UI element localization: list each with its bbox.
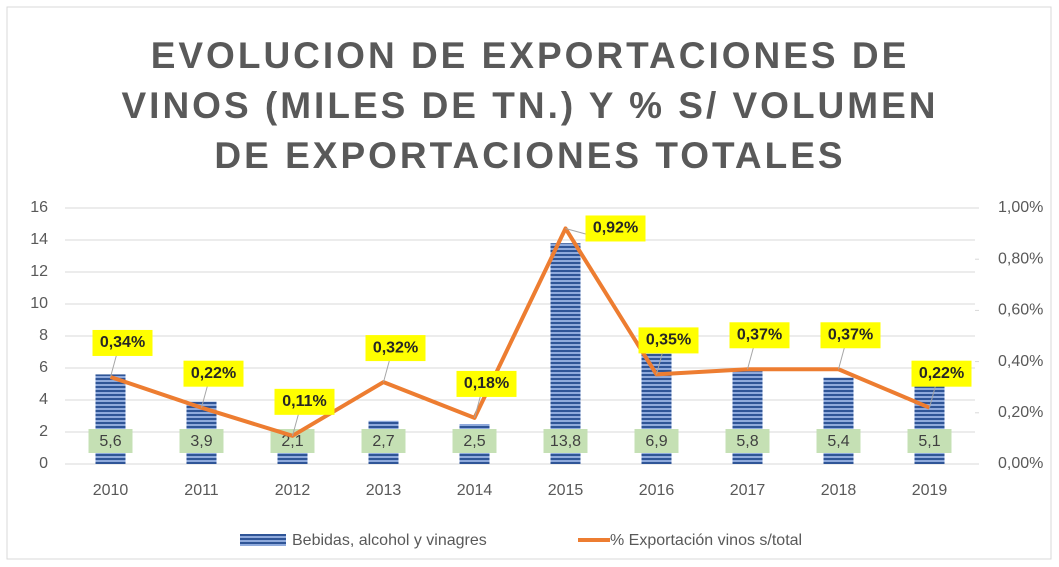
x-tick-label: 2010 xyxy=(93,482,129,499)
leader-line xyxy=(110,354,117,378)
leader-line xyxy=(201,385,208,408)
y2-tick-label: 0,20% xyxy=(998,404,1043,421)
y-tick-label: 10 xyxy=(30,295,48,312)
line-label: 0,35% xyxy=(646,332,691,349)
y-tick-label: 2 xyxy=(39,423,48,440)
bar-label-box xyxy=(543,429,588,453)
bar-label-box xyxy=(452,429,497,453)
bar-label: 5,1 xyxy=(918,433,940,450)
bar-label: 5,4 xyxy=(827,433,849,450)
bar-label-box xyxy=(179,429,224,453)
bar-label-box xyxy=(907,429,952,453)
line-label-box xyxy=(456,370,517,397)
bar-label-box xyxy=(816,429,861,453)
bar-label: 5,8 xyxy=(736,433,758,450)
bar-label: 2,7 xyxy=(372,433,394,450)
line-label-box xyxy=(183,360,244,387)
line-label-box xyxy=(92,329,153,356)
chart-title: EVOLUCION DE EXPORTACIONES DE xyxy=(151,35,910,76)
bar-label-box xyxy=(634,429,679,453)
bar-label-box xyxy=(361,429,406,453)
bar-label: 5,6 xyxy=(99,433,121,450)
x-tick-label: 2018 xyxy=(821,482,857,499)
y2-tick-label: 0,60% xyxy=(998,302,1043,319)
leader-line xyxy=(929,385,936,408)
line-label: 0,32% xyxy=(373,339,418,356)
y2-tick-label: 1,00% xyxy=(998,199,1043,216)
y-tick-label: 4 xyxy=(39,391,48,408)
chart-frame xyxy=(6,6,1052,560)
x-tick-label: 2013 xyxy=(366,482,402,499)
y-tick-label: 12 xyxy=(30,263,48,280)
bar xyxy=(550,243,581,464)
y2-tick-label: 0,80% xyxy=(998,250,1043,267)
line-label: 0,37% xyxy=(828,326,873,343)
bar-label-box xyxy=(88,429,133,453)
bar-label: 2,5 xyxy=(463,433,485,450)
leader-line xyxy=(292,413,299,436)
leader-line xyxy=(383,359,390,383)
chart-title: VINOS (MILES DE TN.) Y % S/ VOLUMEN xyxy=(122,85,939,126)
line-label-box xyxy=(729,322,790,349)
y-tick-label: 8 xyxy=(39,327,48,344)
y-tick-label: 0 xyxy=(39,455,48,472)
leader-line xyxy=(747,347,754,370)
line-label-box xyxy=(638,327,699,354)
x-tick-label: 2015 xyxy=(548,482,584,499)
x-tick-label: 2016 xyxy=(639,482,675,499)
bar-label: 3,9 xyxy=(190,433,212,450)
line-label-box xyxy=(365,335,426,362)
x-tick-label: 2011 xyxy=(184,482,219,499)
leader-line xyxy=(474,395,481,419)
x-tick-label: 2017 xyxy=(730,482,766,499)
legend-label: Bebidas, alcohol y vinagres xyxy=(292,532,487,549)
y2-tick-label: 0,00% xyxy=(998,455,1043,472)
x-tick-label: 2012 xyxy=(275,482,311,499)
bar-label: 6,9 xyxy=(645,433,667,450)
y2-tick-label: 0,40% xyxy=(998,353,1043,370)
line-label-box xyxy=(585,215,646,242)
chart-title: DE EXPORTACIONES TOTALES xyxy=(214,135,845,176)
legend-swatch xyxy=(240,534,286,546)
line-label: 0,18% xyxy=(464,375,509,392)
y-tick-label: 14 xyxy=(30,231,48,248)
line-label-box xyxy=(820,322,881,349)
y-tick-label: 6 xyxy=(39,359,48,376)
x-tick-label: 2014 xyxy=(457,482,493,499)
line-label: 0,34% xyxy=(100,334,145,351)
line-label: 0,22% xyxy=(919,365,964,382)
bar-label: 2,1 xyxy=(281,433,303,450)
line-label: 0,22% xyxy=(191,365,236,382)
line-label-box xyxy=(274,388,335,415)
line-label: 0,37% xyxy=(737,326,782,343)
line-label: 0,11% xyxy=(282,393,326,410)
x-tick-label: 2019 xyxy=(912,482,948,499)
y-tick-label: 16 xyxy=(30,199,48,216)
leader-line xyxy=(838,347,845,370)
bar-label-box xyxy=(725,429,770,453)
legend-label: % Exportación vinos s/total xyxy=(610,532,802,549)
bar-label: 13,8 xyxy=(550,433,581,450)
leader-line xyxy=(656,352,663,375)
line-label-box xyxy=(911,360,972,387)
line-label: 0,92% xyxy=(593,220,638,237)
line xyxy=(109,226,931,438)
